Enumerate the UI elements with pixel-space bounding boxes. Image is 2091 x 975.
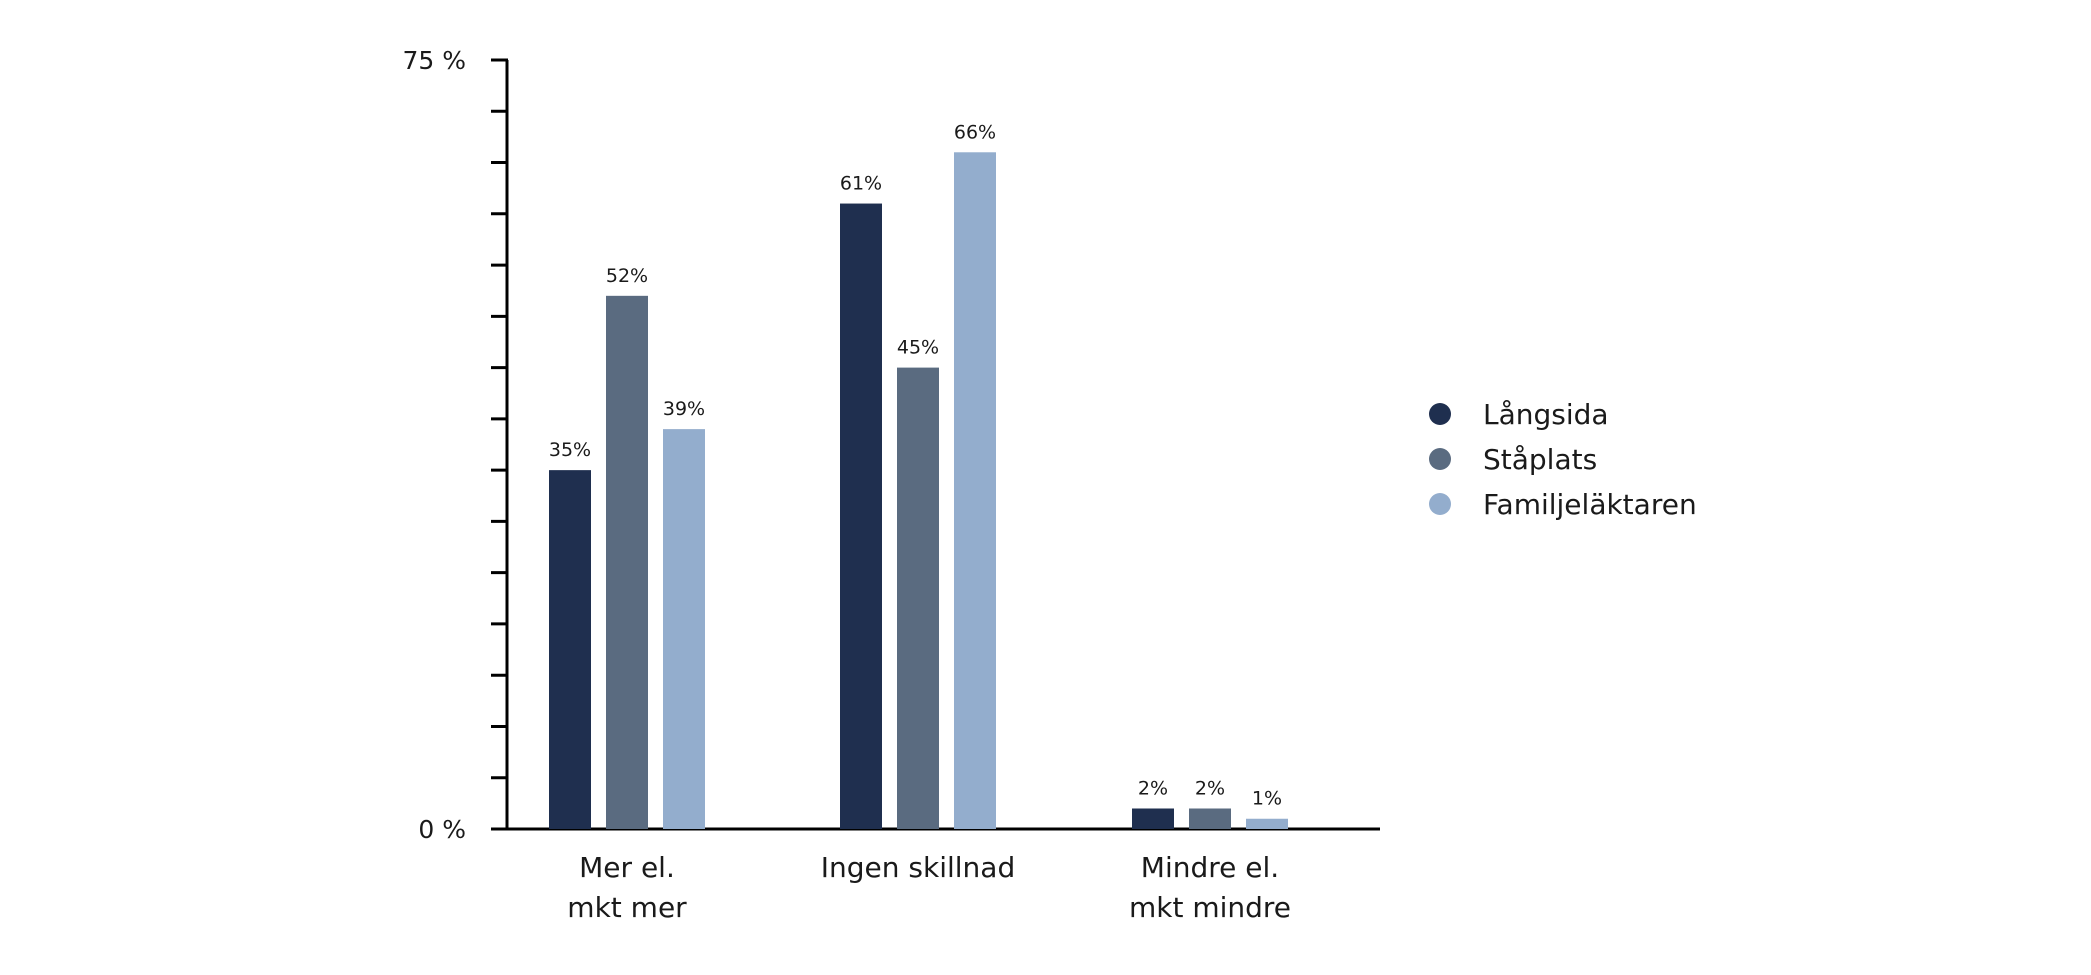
legend: Långsida Ståplats Familjeläktaren xyxy=(1429,398,1697,521)
y-tick-label: 75 % xyxy=(402,46,466,75)
bar xyxy=(663,429,705,829)
bar xyxy=(897,367,939,829)
axes: 0 % 75 % xyxy=(402,46,1380,844)
data-label: 52% xyxy=(606,265,648,287)
category-label: mkt mindre xyxy=(1129,891,1291,924)
legend-label: Familjeläktaren xyxy=(1483,488,1697,521)
data-label: 61% xyxy=(840,173,882,195)
category-labels: Mer el. mkt mer Ingen skillnad Mindre el. mk… xyxy=(567,851,1291,924)
bar xyxy=(840,203,882,830)
category-label: Ingen skillnad xyxy=(821,851,1015,884)
bar xyxy=(1189,808,1231,829)
data-label: 1% xyxy=(1252,788,1282,810)
bars xyxy=(549,152,1288,830)
data-label: 45% xyxy=(897,337,939,359)
data-label: 39% xyxy=(663,398,705,420)
data-label: 2% xyxy=(1195,777,1225,799)
data-labels: 35% 61% 2% 52% 45% 2% 39% 66% 1% xyxy=(549,121,1282,809)
category-label: Mindre el. xyxy=(1141,851,1279,884)
legend-label: Ståplats xyxy=(1483,443,1597,476)
bar xyxy=(606,295,648,829)
category-label: Mer el. xyxy=(579,851,675,884)
y-tick-label: 0 % xyxy=(418,815,466,844)
bar xyxy=(1246,818,1288,829)
legend-label: Långsida xyxy=(1483,398,1609,431)
data-label: 35% xyxy=(549,439,591,461)
legend-marker xyxy=(1429,493,1451,515)
bar xyxy=(1132,808,1174,829)
bar xyxy=(954,152,996,829)
data-label: 66% xyxy=(954,121,996,143)
legend-marker xyxy=(1429,403,1451,425)
bar xyxy=(549,470,591,829)
data-label: 2% xyxy=(1138,777,1168,799)
legend-marker xyxy=(1429,448,1451,470)
category-label: mkt mer xyxy=(567,891,687,924)
